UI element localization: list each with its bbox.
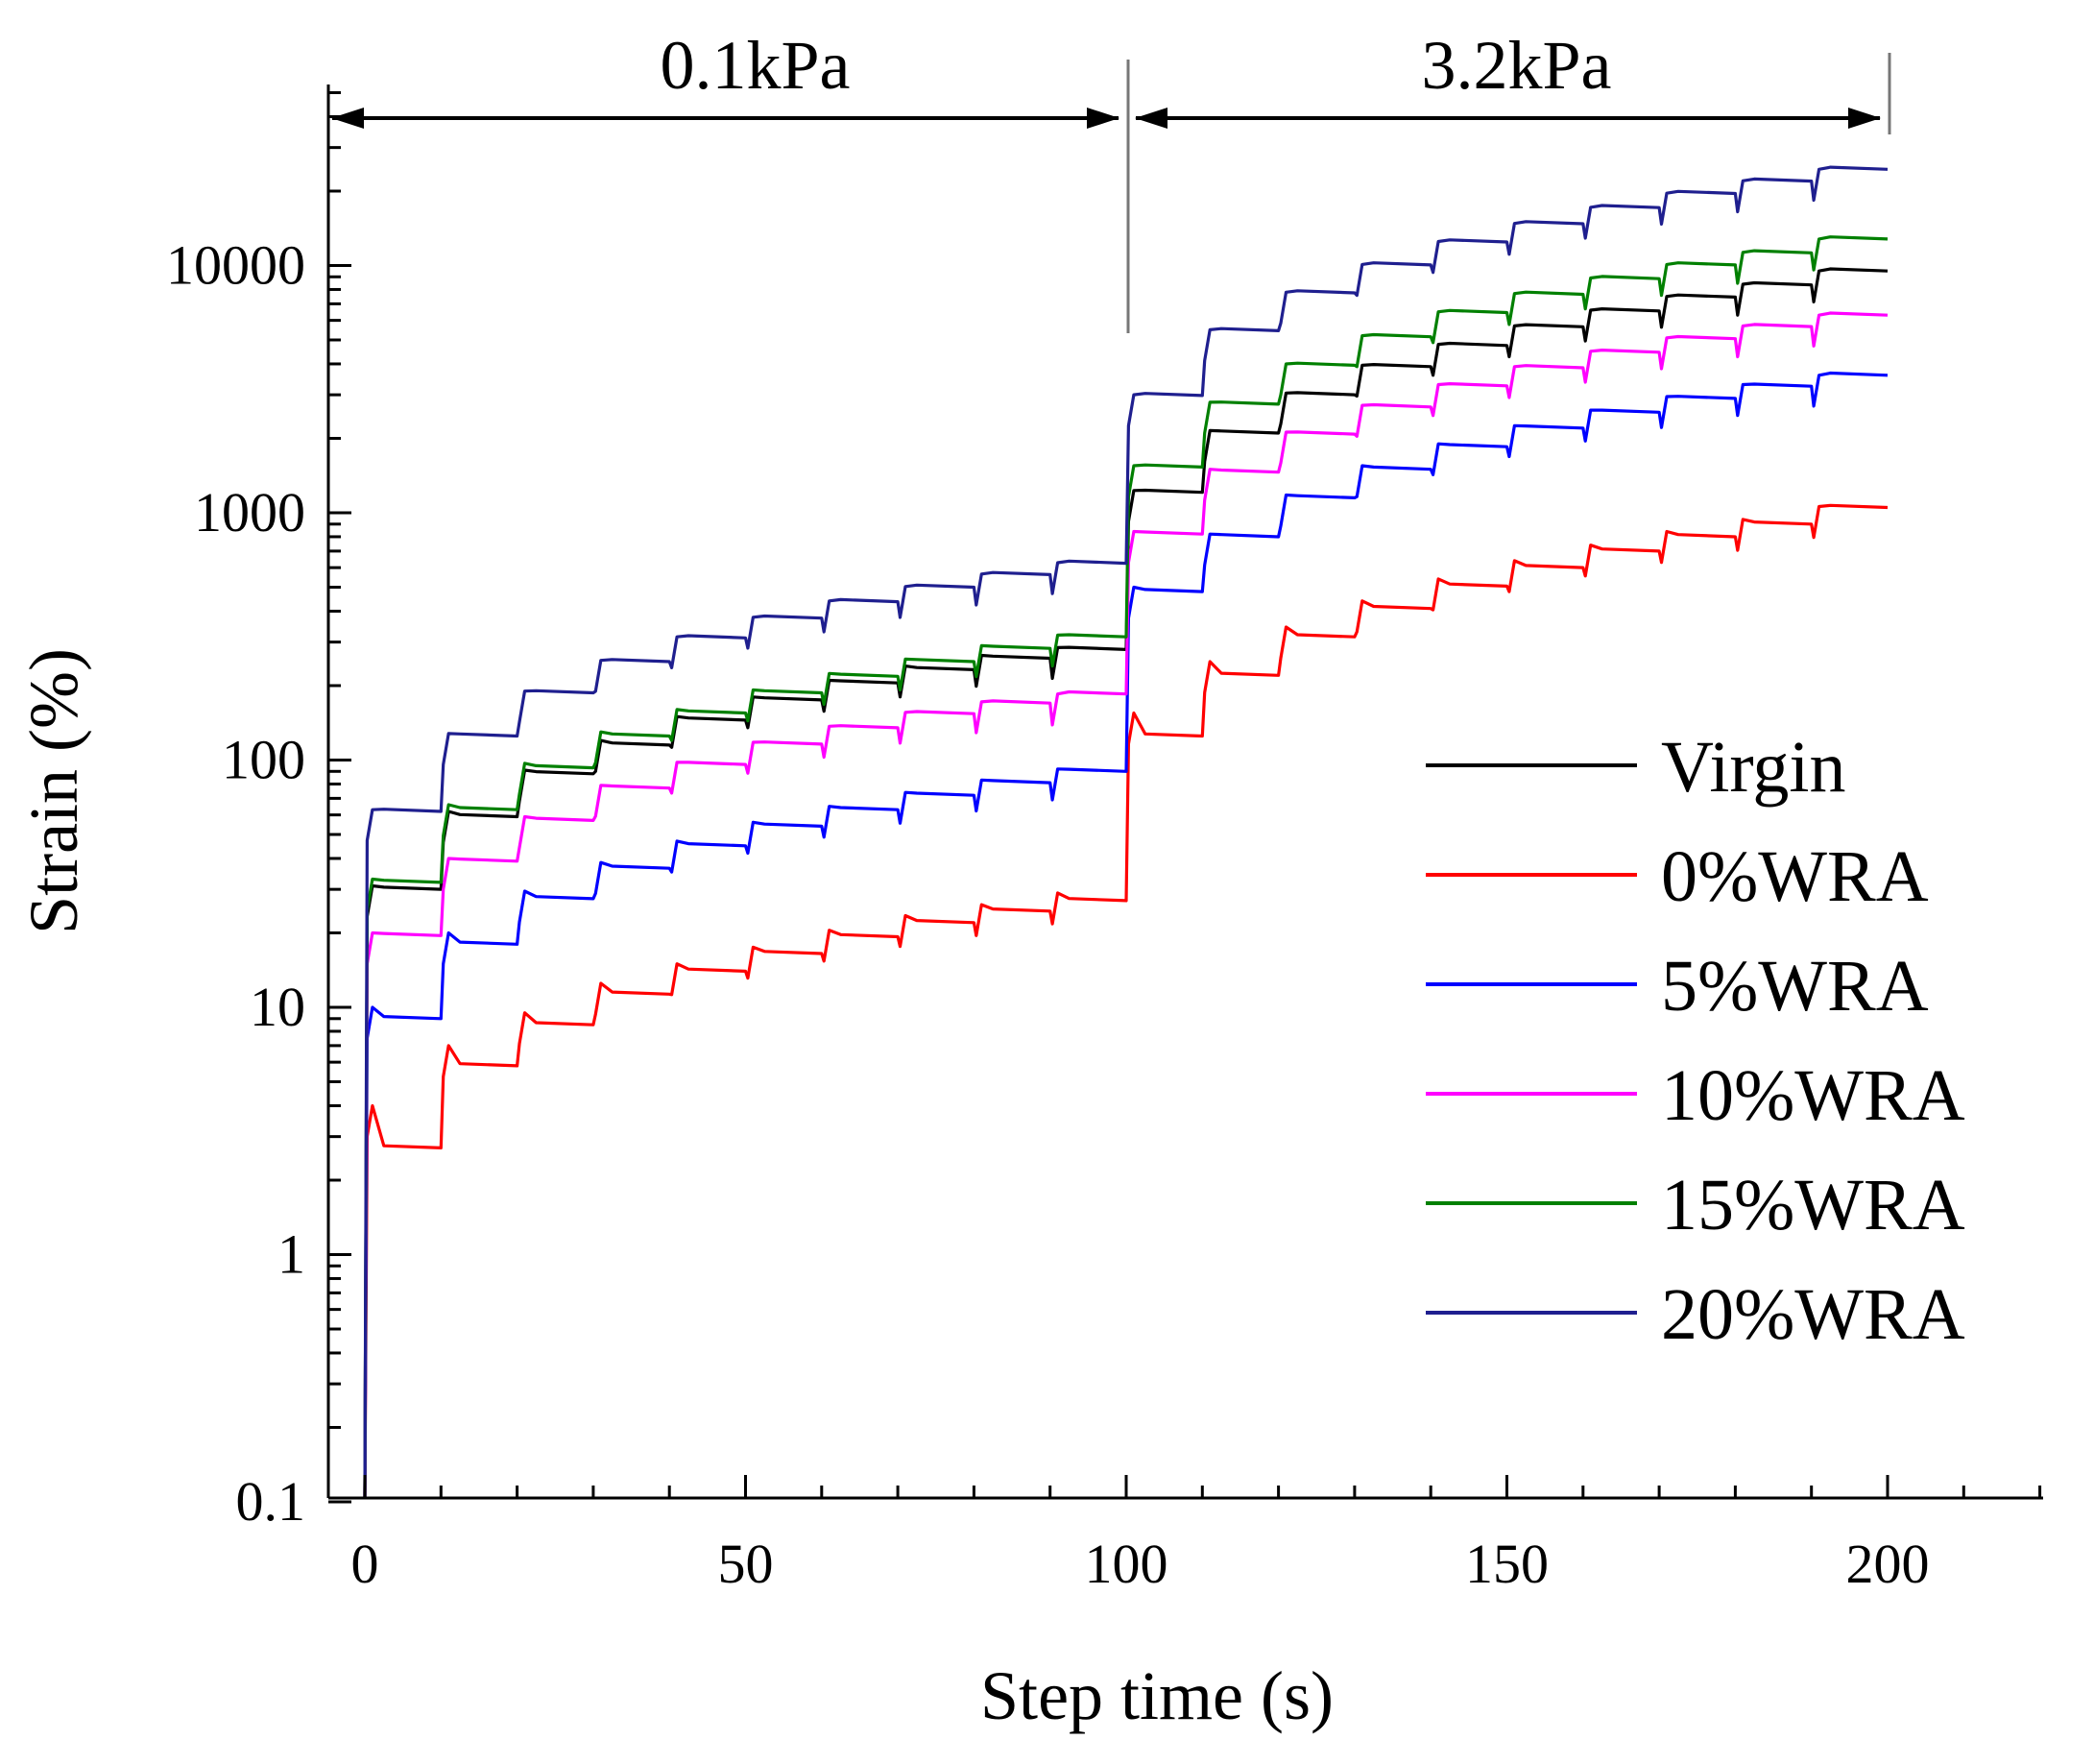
legend-label: 15%WRA	[1661, 1165, 1965, 1245]
series-line-15pctwra	[363, 235, 1889, 1499]
y-tick-label: 100	[222, 729, 305, 791]
x-tick-label: 200	[1846, 1533, 1930, 1595]
x-tick-label: 50	[718, 1533, 774, 1595]
series-line-20pctwra	[363, 165, 1889, 1499]
legend: Virgin 0%WRA 5%WRA 10%WRA 15%WRA 20%WRA	[1426, 727, 1965, 1355]
y-tick-label: 0.1	[236, 1470, 306, 1533]
stress-level-label: 3.2kPa	[1422, 27, 1612, 104]
series-line-0pctwra	[363, 503, 1889, 1499]
y-tick-label: 10000	[166, 234, 305, 297]
y-axis-label: Strain (%)	[15, 648, 92, 934]
legend-label: 0%WRA	[1661, 836, 1929, 917]
axes-layer: 0 50 100 150 200 0.1 1 10 100 1000 10000 Step time …	[15, 85, 2043, 1734]
series-layer	[363, 165, 1889, 1499]
y-tick-label: 10	[250, 976, 305, 1038]
y-tick-label: 1	[277, 1223, 305, 1286]
x-axis-label: Step time (s)	[980, 1657, 1334, 1734]
legend-label: 10%WRA	[1661, 1055, 1965, 1136]
series-line-5pctwra	[363, 371, 1889, 1499]
annotation-layer: 0.1kPa 3.2kPa	[331, 27, 1891, 333]
x-tick-label: 100	[1085, 1533, 1168, 1595]
x-tick-label: 150	[1465, 1533, 1549, 1595]
x-tick-label: 0	[351, 1533, 379, 1595]
legend-label: Virgin	[1661, 727, 1846, 808]
series-line-10pctwra	[363, 311, 1889, 1499]
legend-label: 20%WRA	[1661, 1274, 1965, 1355]
stress-level-label: 0.1kPa	[661, 27, 851, 104]
y-tick-label: 1000	[194, 481, 305, 544]
legend-label: 5%WRA	[1661, 946, 1929, 1027]
